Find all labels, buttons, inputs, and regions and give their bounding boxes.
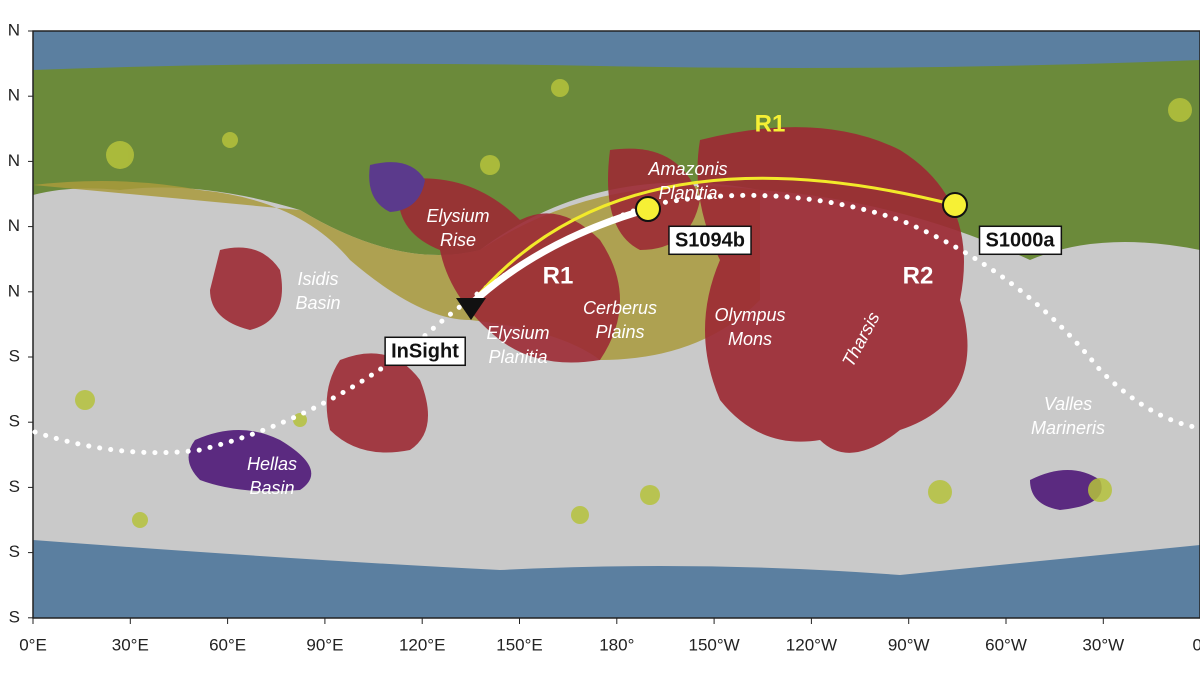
station-label-box — [668, 225, 752, 256]
place-name: Valles — [1044, 394, 1092, 414]
latitude-label: N — [8, 86, 20, 105]
longitude-label: 120°W — [786, 635, 837, 654]
place-name: Olympus — [714, 305, 785, 325]
place-name: Isidis — [297, 269, 338, 289]
longitude-label: 150°W — [688, 635, 739, 654]
event-marker — [635, 196, 661, 222]
latitude-label: N — [8, 281, 20, 300]
station-label-box — [978, 225, 1063, 256]
place-name: Basin — [249, 478, 294, 498]
place-name: Planitia — [658, 183, 717, 203]
r1-arc-s1000a — [468, 176, 956, 306]
place-name: Plains — [595, 322, 644, 342]
latitude-label: S — [9, 542, 20, 561]
latitude-label: S — [9, 346, 20, 365]
station-label-box — [384, 336, 466, 367]
longitude-label: 90°W — [888, 635, 930, 654]
great-circle-path — [32, 192, 1200, 456]
latitude-label: N — [8, 20, 20, 39]
place-name: Marineris — [1031, 418, 1105, 438]
r1-arc-s1094b — [467, 205, 649, 308]
longitude-label: 30°E — [112, 635, 149, 654]
place-name: Mons — [728, 329, 772, 349]
path-label: R2 — [903, 262, 934, 289]
place-name: Elysium — [426, 206, 489, 226]
station-label: S1094b — [675, 229, 745, 251]
station-label: S1000a — [986, 229, 1056, 251]
place-name: Amazonis — [647, 159, 727, 179]
place-name: Basin — [295, 293, 340, 313]
longitude-label: 90°E — [306, 635, 343, 654]
longitude-label: 120°E — [399, 635, 446, 654]
latitude-label: S — [9, 477, 20, 496]
latitude-label: N — [8, 151, 20, 170]
longitude-label: 30°W — [1082, 635, 1124, 654]
path-label: R1 — [543, 262, 574, 289]
labels: InSight S1094b S1000a R1 R1 R2 Elysium Rise Isid… — [247, 110, 1105, 497]
longitude-label: 0°E — [19, 635, 47, 654]
longitude-label: 60°E — [209, 635, 246, 654]
latitude-label: S — [9, 607, 20, 626]
place-name: Rise — [440, 230, 476, 250]
path-label: R1 — [755, 110, 786, 137]
latitude-label: N — [8, 216, 20, 235]
place-name: Elysium — [486, 323, 549, 343]
place-name: Cerberus — [583, 298, 657, 318]
station-label: InSight — [391, 340, 459, 362]
insight-marker — [456, 298, 486, 320]
longitude-label: 0° — [1192, 635, 1200, 654]
longitude-label: 60°W — [985, 635, 1027, 654]
longitude-label: 150°E — [496, 635, 543, 654]
map-surface — [33, 31, 1200, 618]
latitude-label: S — [9, 412, 20, 431]
place-name: Planitia — [488, 347, 547, 367]
place-name: Hellas — [247, 454, 297, 474]
event-marker — [942, 192, 968, 218]
longitude-label: 180° — [599, 635, 634, 654]
